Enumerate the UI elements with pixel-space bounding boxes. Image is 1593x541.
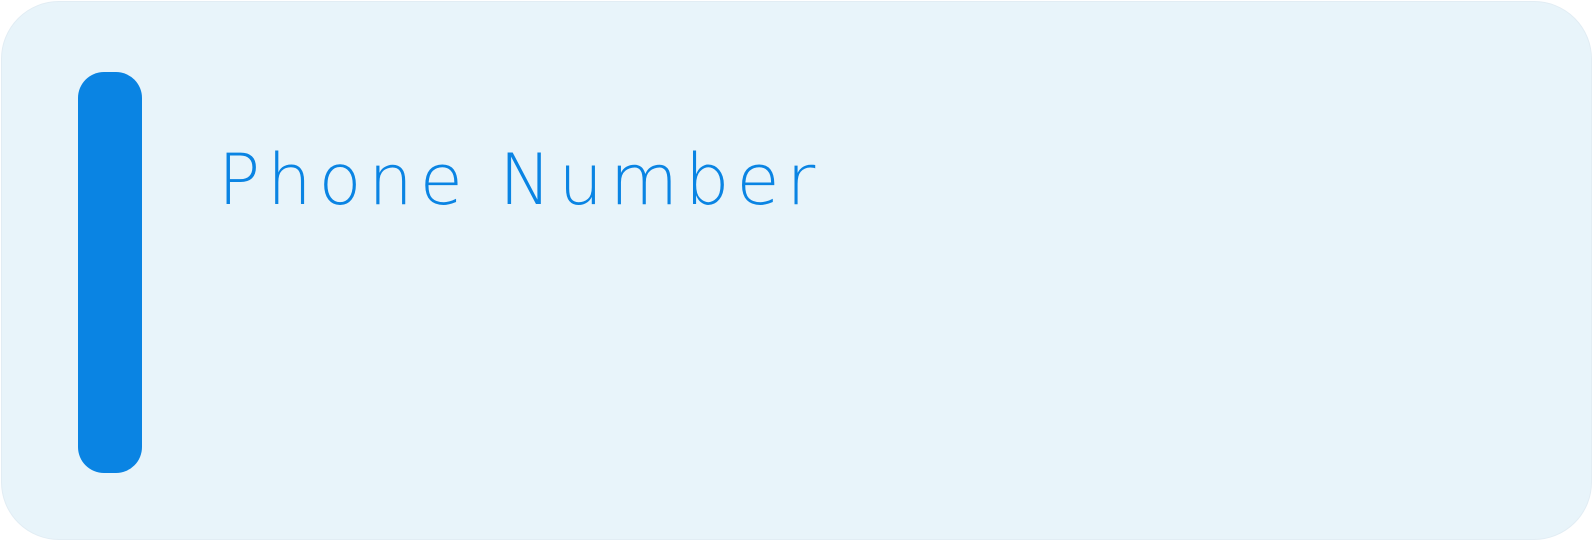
field-accent-bar <box>78 72 142 473</box>
phone-number-label: Phone Number <box>218 139 823 221</box>
